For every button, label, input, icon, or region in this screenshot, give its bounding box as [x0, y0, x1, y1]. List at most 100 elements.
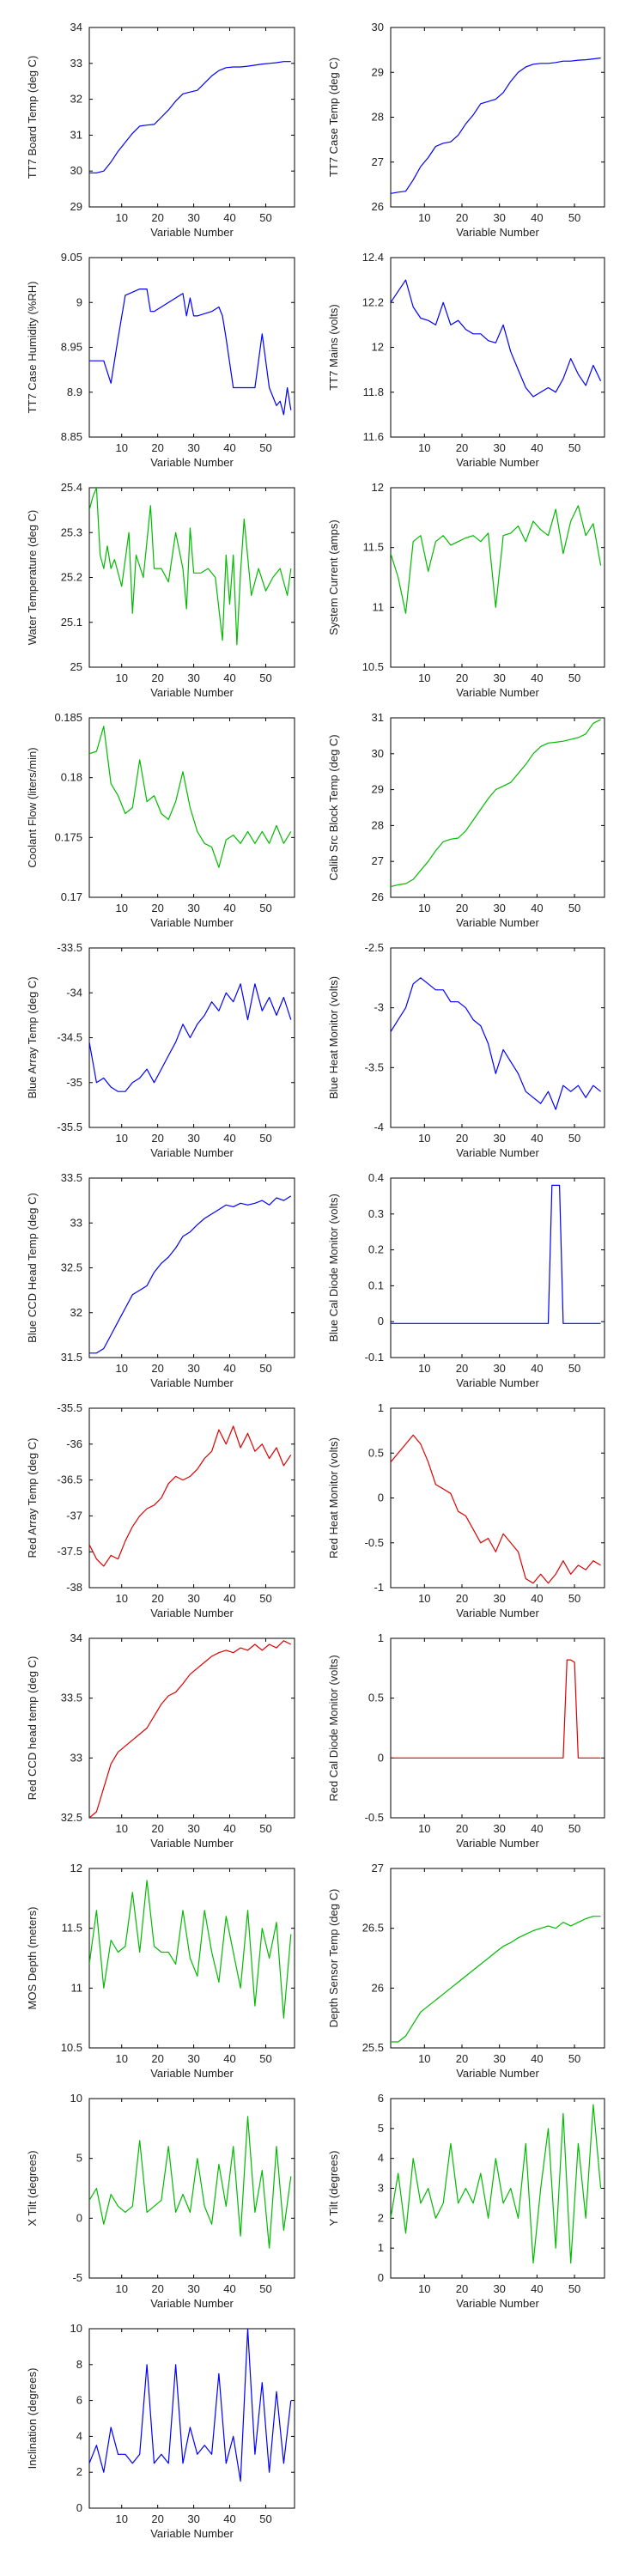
y-tick-label: 6 — [76, 2394, 82, 2407]
y-axis-label: TT7 Case Humidity (%RH) — [26, 282, 39, 414]
x-tick-label: 40 — [223, 211, 235, 224]
y-axis-label: Blue Heat Monitor (volts) — [327, 976, 340, 1099]
y-axis-label: Red CCD head temp (deg C) — [26, 1656, 39, 1801]
x-tick-label: 40 — [223, 1592, 235, 1605]
y-tick-label: 8.9 — [67, 386, 82, 398]
y-tick-label: 26 — [372, 200, 384, 213]
y-tick-label: 2 — [378, 2211, 384, 2224]
x-tick-label: 10 — [418, 2052, 430, 2065]
x-tick-label: 30 — [493, 1592, 505, 1605]
y-tick-label: 33.5 — [61, 1171, 82, 1184]
x-axis-label: Variable Number — [150, 686, 234, 699]
x-tick-label: 50 — [259, 441, 271, 454]
series-line — [89, 1640, 292, 1818]
y-axis-label: System Current (amps) — [327, 519, 340, 635]
y-tick-label: 0 — [378, 2271, 384, 2284]
x-tick-label: 40 — [223, 2052, 235, 2065]
plot-frame — [88, 2328, 295, 2509]
y-tick-label: 12 — [372, 341, 384, 354]
x-tick-label: 50 — [259, 902, 271, 914]
y-tick-label: 25.1 — [61, 616, 82, 629]
y-tick-label: 1 — [378, 1631, 384, 1644]
y-tick-label: 33 — [70, 1216, 82, 1229]
plot-frame — [390, 2098, 605, 2279]
x-tick-label: 20 — [456, 2052, 468, 2065]
x-tick-label: 20 — [151, 1132, 163, 1145]
plot-frame — [390, 1407, 605, 1589]
chart-panel: 0.17 0.175 0.18 0.185 10 20 30 40 50 Variable Num… — [26, 711, 295, 929]
y-tick-label: 34 — [70, 1631, 82, 1644]
y-tick-label: -0.5 — [365, 1811, 384, 1824]
x-tick-label: 30 — [187, 1822, 199, 1835]
series-line — [89, 1425, 292, 1567]
x-tick-label: 50 — [568, 2282, 580, 2295]
x-axis-label: Variable Number — [456, 1376, 539, 1389]
x-axis-label: Variable Number — [150, 2527, 234, 2540]
x-tick-label: 30 — [187, 1592, 199, 1605]
y-tick-label: -3.5 — [365, 1060, 384, 1073]
y-axis-label: MOS Depth (meters) — [26, 1907, 39, 2010]
x-tick-label: 50 — [259, 2052, 271, 2065]
y-tick-label: -35 — [66, 1076, 82, 1089]
series-line — [391, 719, 601, 888]
y-tick-label: 12.4 — [362, 251, 384, 264]
y-tick-label: 12 — [70, 1862, 82, 1874]
chart-panel: 25 25.1 25.2 25.3 25.4 10 20 30 40 50 Variable Num… — [26, 481, 295, 699]
x-tick-label: 10 — [116, 2052, 128, 2065]
y-axis-label: Red Array Temp (deg C) — [26, 1438, 39, 1558]
chart-panel: 10.5 11 11.5 12 10 20 30 40 50 Variable Number MOS… — [26, 1862, 295, 2080]
x-tick-label: 40 — [531, 211, 543, 224]
x-tick-label: 30 — [493, 902, 505, 914]
x-tick-label: 30 — [187, 441, 199, 454]
x-tick-label: 30 — [493, 1132, 505, 1145]
x-tick-label: 10 — [418, 1822, 430, 1835]
x-tick-label: 30 — [187, 671, 199, 684]
chart-panel: 0 2 4 6 8 10 10 20 30 40 50 Variable Number Inclinat… — [26, 2322, 295, 2540]
x-tick-label: 40 — [223, 1822, 235, 1835]
x-tick-label: 40 — [223, 902, 235, 914]
x-tick-label: 40 — [223, 1362, 235, 1375]
y-tick-label: 4 — [76, 2429, 82, 2442]
series-line — [391, 1184, 601, 1324]
y-tick-label: 1 — [378, 1401, 384, 1414]
y-tick-label: -0.5 — [365, 1536, 384, 1549]
x-tick-label: 50 — [568, 1592, 580, 1605]
chart-panel: 25.5 26 26.5 27 10 20 30 40 50 Variable Number Dep… — [327, 1862, 605, 2080]
y-tick-label: 33 — [70, 57, 82, 70]
plot-frame — [88, 1637, 295, 1819]
y-tick-label: 10 — [70, 2092, 82, 2105]
x-tick-label: 40 — [531, 1362, 543, 1375]
chart-panel: 26 27 28 29 30 31 10 20 30 40 50 Variable Number Cal… — [327, 711, 605, 929]
chart-panel: 26 27 28 29 30 10 20 30 40 50 Variable Number TT7 C… — [327, 21, 605, 239]
x-tick-label: 40 — [531, 1132, 543, 1145]
y-tick-label: 28 — [372, 818, 384, 831]
x-tick-label: 50 — [259, 1592, 271, 1605]
plot-frame — [390, 717, 605, 898]
x-tick-label: 30 — [187, 1132, 199, 1145]
x-tick-label: 20 — [151, 211, 163, 224]
y-tick-label: -35.5 — [57, 1401, 82, 1414]
y-tick-label: -35.5 — [57, 1121, 82, 1133]
x-tick-label: 30 — [493, 211, 505, 224]
x-axis-label: Variable Number — [150, 2067, 234, 2080]
y-tick-label: -34 — [66, 986, 82, 999]
x-tick-label: 10 — [116, 1592, 128, 1605]
x-tick-label: 10 — [418, 1362, 430, 1375]
series-line — [391, 977, 601, 1110]
x-tick-label: 10 — [418, 902, 430, 914]
y-axis-label: TT7 Board Temp (deg C) — [26, 56, 39, 179]
y-tick-label: 8 — [76, 2358, 82, 2371]
y-tick-label: 27 — [372, 854, 384, 867]
y-tick-label: 31 — [70, 128, 82, 141]
x-tick-label: 50 — [568, 441, 580, 454]
series-line — [89, 2116, 292, 2249]
y-tick-label: 11 — [71, 1981, 83, 1994]
x-tick-label: 10 — [418, 441, 430, 454]
y-tick-label: 0 — [378, 1492, 384, 1504]
y-tick-label: 1 — [378, 2241, 384, 2254]
y-axis-label: Blue Cal Diode Monitor (volts) — [327, 1194, 340, 1342]
plot-frame — [390, 487, 605, 668]
x-tick-label: 40 — [223, 2282, 235, 2295]
y-tick-label: 33 — [70, 1751, 82, 1764]
